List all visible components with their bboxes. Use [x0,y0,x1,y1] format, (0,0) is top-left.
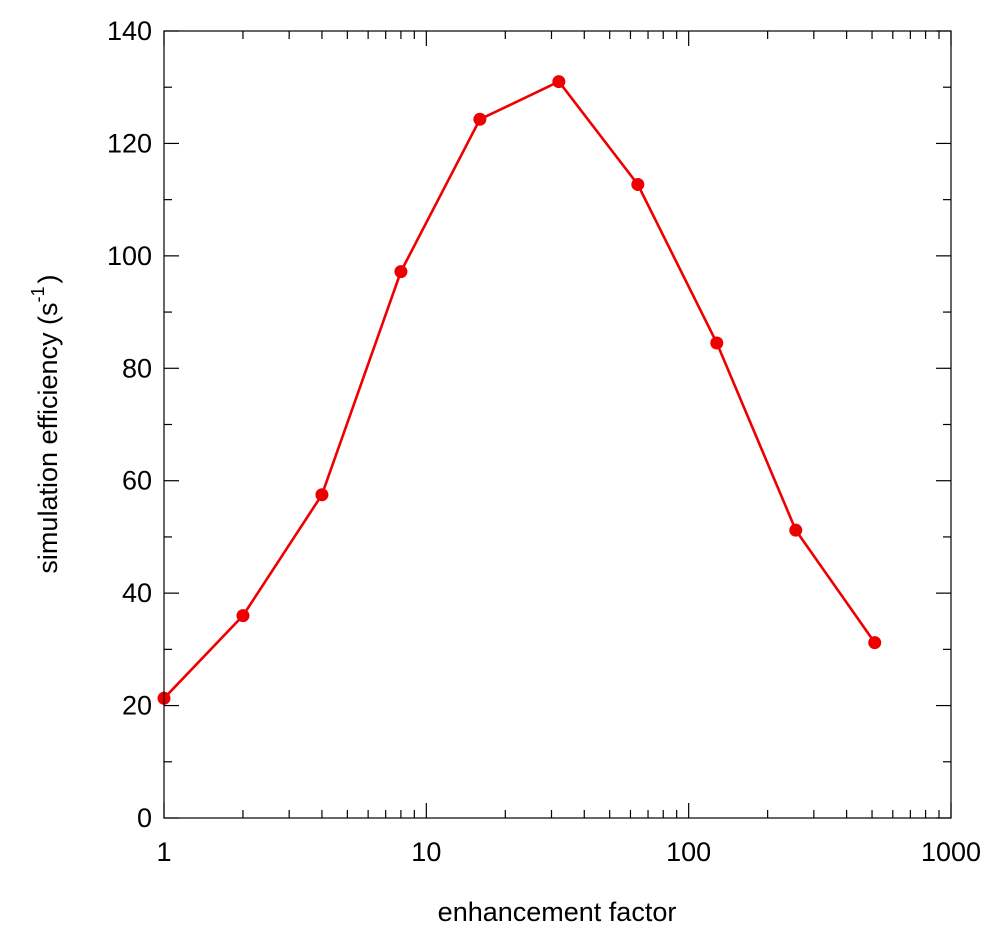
data-point [631,177,645,191]
data-point [868,636,882,650]
y-axis-label-group: simulation efficiency (s-1) [28,274,63,573]
data-point [552,75,566,89]
tick-labels: 0 20 40 60 80 100 120 140 1 10 100 1000 [107,16,981,867]
data-point [710,336,724,350]
y-tick-label: 80 [122,353,152,383]
y-axis-label: simulation efficiency (s-1) [28,274,63,573]
data-point [473,112,487,126]
y-tick-label: 100 [107,241,152,271]
y-tick-label: 120 [107,128,152,158]
x-tick-label: 100 [666,837,711,867]
x-tick-label: 10 [411,837,441,867]
y-tick-label: 40 [122,578,152,608]
data-point [789,523,803,537]
data-point [315,488,329,502]
x-axis-label: enhancement factor [438,897,677,927]
series-layer [157,75,882,705]
x-tick-label: 1000 [921,837,981,867]
x-tick-label: 1 [156,837,171,867]
y-axis-label-main: simulation efficiency (s [33,302,63,573]
y-axis-label-close: ) [33,274,63,283]
y-axis-label-sup: -1 [28,286,48,302]
y-tick-label: 140 [107,16,152,46]
y-tick-label: 60 [122,466,152,496]
y-tick-label: 20 [122,691,152,721]
data-point [236,609,250,623]
axis-ticks [163,30,952,819]
plot-frame [163,30,952,819]
data-point [394,265,408,279]
series-line [163,80,876,700]
y-tick-label: 0 [137,803,152,833]
